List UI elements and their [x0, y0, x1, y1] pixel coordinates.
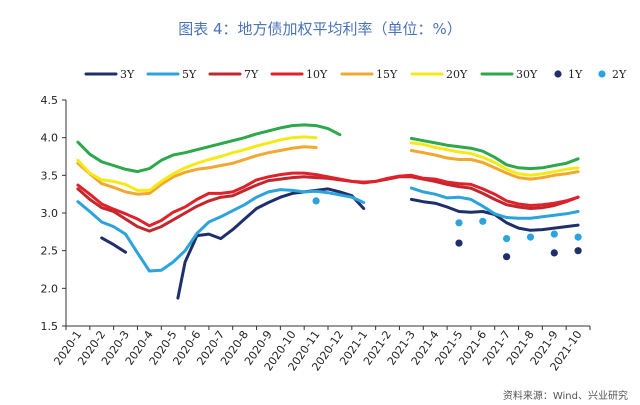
y-tick-label: 2.0: [41, 282, 59, 295]
legend-20y-label: 20Y: [446, 68, 468, 81]
series-15y-line: [409, 149, 580, 181]
series-10y-line: [76, 171, 580, 228]
legend-2y-label: 2Y: [612, 68, 627, 81]
legend-2y-swatch: [598, 70, 606, 78]
legend-5y-label: 5Y: [182, 68, 197, 81]
series-20y-line: [409, 141, 580, 177]
y-tick-label: 4.0: [41, 132, 59, 145]
series-2y-point: [526, 233, 535, 241]
series-2y-point: [574, 233, 582, 241]
series-30y-line: [409, 136, 580, 171]
legend-3y-label: 3Y: [120, 68, 135, 81]
source-note: 资料来源：Wind、兴业研究: [503, 389, 628, 402]
series-30y-line: [76, 123, 342, 174]
legend-10y-label: 10Y: [306, 68, 328, 81]
series-1y-point: [574, 247, 582, 255]
series-15y-line: [76, 145, 318, 196]
legend-1y-swatch: [554, 70, 562, 78]
legend-1y-label: 1Y: [568, 68, 583, 81]
series-5y-line: [409, 186, 580, 220]
series-2y-point: [455, 219, 463, 227]
legend-15y-label: 15Y: [376, 68, 398, 81]
y-tick-label: 3.5: [41, 169, 59, 182]
series-1y-point: [550, 249, 558, 257]
series-3y-line: [100, 236, 127, 254]
chart-title: 图表 4：地方债加权平均利率（单位：%）: [178, 20, 462, 38]
series-2y-point: [503, 235, 511, 243]
series-5y-line: [76, 188, 366, 273]
series-1y-point: [503, 253, 511, 261]
series-2y-point: [479, 217, 487, 225]
legend: 3Y 5Y 7Y 10Y 15Y 20Y 30Y 1Y 2Y: [84, 68, 627, 81]
series-2y-point: [550, 230, 558, 238]
y-tick-label: 3.0: [41, 207, 59, 220]
legend-30y-label: 30Y: [516, 68, 538, 81]
legend-7y-label: 7Y: [244, 68, 259, 81]
series-2y-point: [312, 197, 320, 205]
y-tick-label: 4.5: [41, 94, 59, 107]
series-1y-point: [455, 239, 463, 247]
series-3y-line: [176, 187, 366, 300]
y-tick-label: 1.5: [41, 320, 59, 333]
y-tick-label: 2.5: [41, 245, 59, 258]
series-20y-line: [76, 135, 318, 192]
plot-area: [76, 123, 582, 300]
